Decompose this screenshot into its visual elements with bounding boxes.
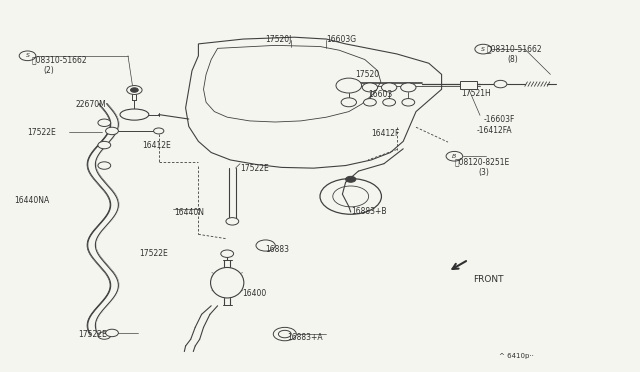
Circle shape (226, 218, 239, 225)
Circle shape (494, 80, 507, 88)
Circle shape (278, 330, 291, 338)
Circle shape (98, 119, 111, 126)
Text: S: S (481, 46, 485, 52)
Text: 16603G: 16603G (326, 35, 356, 44)
Circle shape (131, 88, 138, 92)
Circle shape (106, 329, 118, 337)
Circle shape (401, 83, 416, 92)
Text: 16603: 16603 (368, 90, 392, 99)
Circle shape (402, 99, 415, 106)
Circle shape (19, 51, 36, 61)
Circle shape (273, 327, 296, 341)
Text: (3): (3) (479, 169, 490, 177)
Circle shape (341, 98, 356, 107)
Text: 17522E: 17522E (240, 164, 269, 173)
Circle shape (475, 44, 492, 54)
Circle shape (106, 127, 118, 135)
Circle shape (362, 83, 378, 92)
Text: 22670M: 22670M (76, 100, 106, 109)
Text: 16440NA: 16440NA (14, 196, 49, 205)
Text: 17522E: 17522E (140, 249, 168, 258)
Text: Ⓜ08310-51662: Ⓜ08310-51662 (486, 44, 542, 53)
Text: S: S (26, 53, 29, 58)
Text: 16883+A: 16883+A (287, 333, 323, 342)
Circle shape (98, 162, 111, 169)
Text: -16603F: -16603F (483, 115, 515, 124)
Text: 16440N: 16440N (174, 208, 204, 217)
Circle shape (256, 240, 275, 251)
Circle shape (221, 250, 234, 257)
Circle shape (98, 141, 111, 149)
Circle shape (346, 176, 356, 182)
Text: 16883: 16883 (266, 246, 289, 254)
Text: B: B (452, 154, 456, 159)
Text: 17522E: 17522E (27, 128, 56, 137)
Text: 17521H: 17521H (461, 89, 490, 97)
Circle shape (98, 332, 111, 339)
Text: ⒲08120-8251E: ⒲08120-8251E (454, 157, 509, 166)
Text: ^ 6410p··: ^ 6410p·· (499, 353, 534, 359)
Text: 17520J: 17520J (266, 35, 292, 44)
Circle shape (446, 151, 463, 161)
Text: 16412F: 16412F (371, 129, 399, 138)
Circle shape (336, 78, 362, 93)
Text: (8): (8) (508, 55, 518, 64)
Text: 17520: 17520 (355, 70, 380, 79)
Text: Ⓜ08310-51662: Ⓜ08310-51662 (32, 55, 88, 64)
Circle shape (383, 99, 396, 106)
Text: 16400: 16400 (242, 289, 266, 298)
Text: 16883+B: 16883+B (351, 207, 386, 216)
Ellipse shape (211, 267, 244, 298)
Circle shape (381, 83, 397, 92)
Circle shape (364, 99, 376, 106)
Text: 17522E: 17522E (78, 330, 107, 339)
Text: 16412E: 16412E (142, 141, 171, 150)
Circle shape (154, 128, 164, 134)
Text: -16412FA: -16412FA (477, 126, 513, 135)
Circle shape (127, 86, 142, 94)
FancyBboxPatch shape (460, 81, 477, 89)
Text: (2): (2) (44, 66, 54, 75)
Text: FRONT: FRONT (474, 275, 504, 284)
Ellipse shape (120, 109, 149, 120)
